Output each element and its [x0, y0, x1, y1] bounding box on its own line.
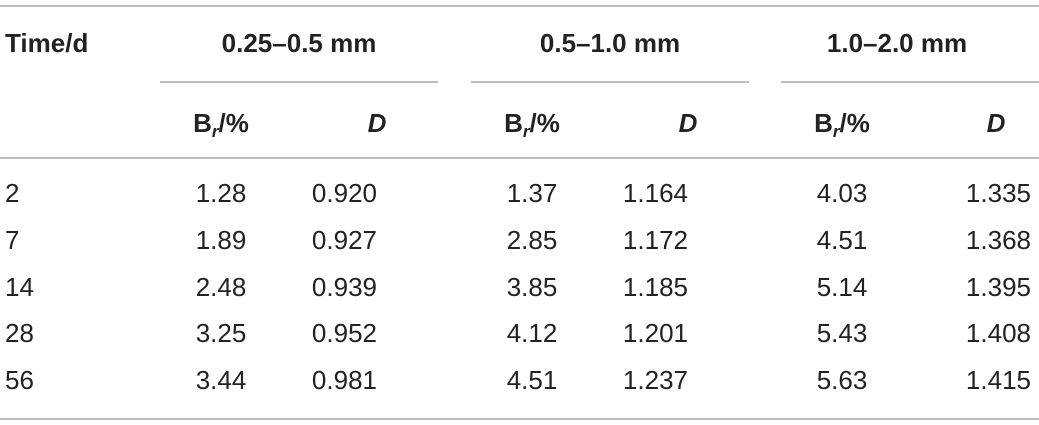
br-header-2: Br/%: [504, 108, 560, 141]
value-cell: 1.185: [622, 272, 688, 302]
time-cell: 28: [5, 318, 34, 348]
value-cell: 3.44: [195, 365, 247, 395]
group-underline-1: [160, 81, 438, 83]
value-cell: 4.03: [816, 178, 868, 208]
br-header-3: Br/%: [814, 108, 870, 141]
time-cell: 2: [5, 178, 20, 208]
value-cell: 1.368: [965, 225, 1031, 255]
group-header-3: 1.0–2.0 mm: [826, 28, 968, 58]
value-cell: 0.981: [311, 365, 377, 395]
value-cell: 1.395: [965, 272, 1031, 302]
d-header-1: D: [367, 108, 387, 138]
value-cell: 0.939: [311, 272, 377, 302]
value-cell: 3.85: [506, 272, 558, 302]
value-cell: 1.335: [965, 178, 1031, 208]
value-cell: 1.164: [622, 178, 688, 208]
group-header-1: 0.25–0.5 mm: [221, 28, 377, 58]
value-cell: 4.51: [816, 225, 868, 255]
value-cell: 5.14: [816, 272, 868, 302]
value-cell: 5.43: [816, 318, 868, 348]
value-cell: 4.51: [506, 365, 558, 395]
value-cell: 2.48: [195, 272, 247, 302]
value-cell: 1.37: [506, 178, 558, 208]
value-cell: 1.89: [195, 225, 247, 255]
group-underline-2: [471, 81, 749, 83]
group-underline-3: [781, 81, 1039, 83]
time-cell: 7: [5, 225, 20, 255]
value-cell: 1.237: [622, 365, 688, 395]
value-cell: 4.12: [506, 318, 558, 348]
value-cell: 0.952: [311, 318, 377, 348]
value-cell: 1.415: [965, 365, 1031, 395]
d-header-3: D: [986, 108, 1006, 138]
value-cell: 5.63: [816, 365, 868, 395]
value-cell: 0.920: [311, 178, 377, 208]
value-cell: 3.25: [195, 318, 247, 348]
br-header-1: Br/%: [193, 108, 249, 141]
value-cell: 1.172: [622, 225, 688, 255]
time-header: Time/d: [5, 28, 89, 58]
value-cell: 1.201: [622, 318, 688, 348]
header-bottom-rule: [0, 157, 1039, 159]
d-header-2: D: [678, 108, 698, 138]
bottom-rule: [0, 418, 1039, 420]
time-cell: 14: [5, 272, 34, 302]
value-cell: 1.408: [965, 318, 1031, 348]
value-cell: 0.927: [311, 225, 377, 255]
value-cell: 2.85: [506, 225, 558, 255]
top-rule: [0, 5, 1039, 7]
group-header-2: 0.5–1.0 mm: [539, 28, 681, 58]
value-cell: 1.28: [195, 178, 247, 208]
time-cell: 56: [5, 365, 34, 395]
